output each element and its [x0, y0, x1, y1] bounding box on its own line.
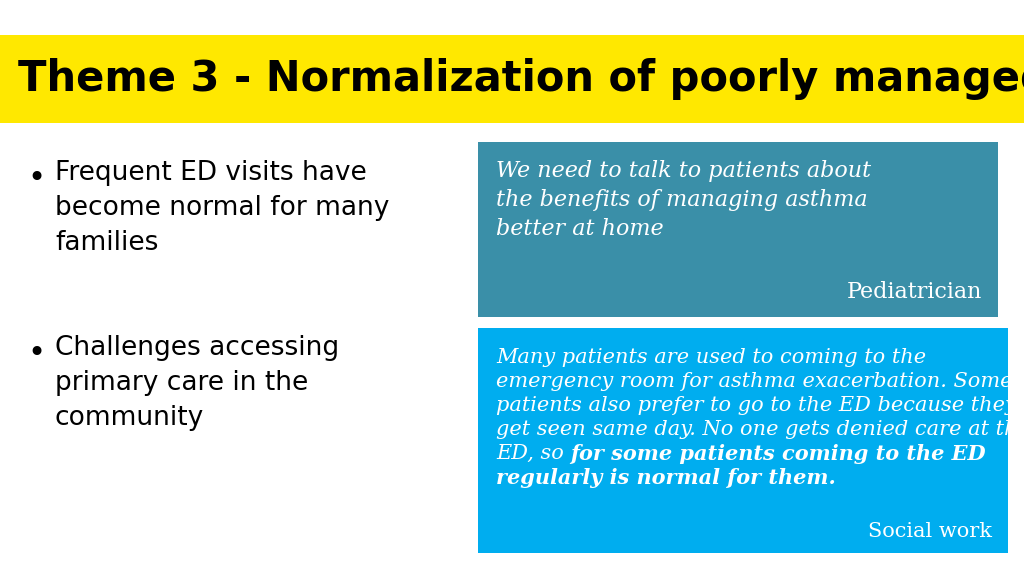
Text: get seen same day. No one gets denied care at the: get seen same day. No one gets denied ca…: [496, 420, 1024, 439]
Text: We need to talk to patients about
the benefits of managing asthma
better at home: We need to talk to patients about the be…: [496, 160, 871, 240]
Text: •: •: [27, 164, 45, 193]
Text: emergency room for asthma exacerbation. Some: emergency room for asthma exacerbation. …: [496, 372, 1013, 391]
Text: •: •: [27, 339, 45, 368]
Bar: [478, 328, 1008, 553]
Text: Pediatrician: Pediatrician: [847, 281, 982, 303]
Text: Frequent ED visits have
become normal for many
families: Frequent ED visits have become normal fo…: [55, 160, 389, 256]
Text: Many patients are used to coming to the: Many patients are used to coming to the: [496, 348, 926, 367]
Text: patients also prefer to go to the ED because they: patients also prefer to go to the ED bec…: [496, 396, 1017, 415]
Bar: [0, 35, 1024, 123]
Text: Theme 3 - Normalization of poorly managed asthma care: Theme 3 - Normalization of poorly manage…: [18, 58, 1024, 100]
Text: Social work: Social work: [868, 522, 992, 541]
Text: for some patients coming to the ED: for some patients coming to the ED: [570, 444, 986, 464]
Text: regularly is normal for them.: regularly is normal for them.: [496, 468, 836, 488]
Text: Challenges accessing
primary care in the
community: Challenges accessing primary care in the…: [55, 335, 339, 431]
Text: ED, so: ED, so: [496, 444, 570, 463]
Bar: [478, 142, 998, 317]
